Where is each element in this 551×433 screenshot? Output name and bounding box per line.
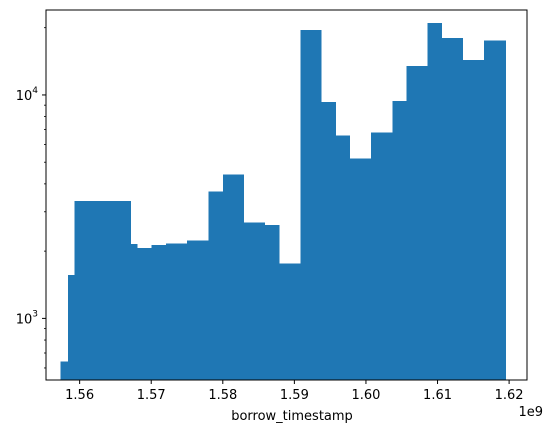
histogram-bar xyxy=(187,240,209,380)
x-tick-label: 1.57 xyxy=(137,388,166,403)
x-tick-label: 1.58 xyxy=(208,388,237,403)
histogram-bar xyxy=(74,201,89,380)
x-tick-label: 1.59 xyxy=(280,388,309,403)
x-axis: 1.56 1.57 1.58 1.59 1.60 1.61 1.62 xyxy=(65,380,524,403)
histogram-bar xyxy=(88,201,131,380)
x-tick-label: 1.56 xyxy=(65,388,94,403)
histogram-bar xyxy=(137,247,152,380)
histogram-bar xyxy=(427,22,442,381)
y-tick-label: 104 xyxy=(16,86,39,104)
histogram-bar xyxy=(441,37,463,381)
histogram-bar xyxy=(243,222,266,380)
histogram-bar xyxy=(300,30,322,380)
y-tick-label: 103 xyxy=(16,309,38,327)
histogram-bar xyxy=(370,132,393,380)
histogram-bar xyxy=(151,245,166,380)
histogram-bar xyxy=(321,101,336,380)
x-axis-label: borrow_timestamp xyxy=(231,409,353,424)
histogram-bar xyxy=(392,100,407,381)
histogram-bar xyxy=(265,224,280,380)
histogram-bar xyxy=(484,40,506,381)
x-tick-label: 1.60 xyxy=(351,388,380,403)
x-tick-label: 1.61 xyxy=(423,388,452,403)
histogram-bar xyxy=(60,361,68,380)
histogram-bar xyxy=(222,174,244,380)
histogram-bar xyxy=(349,158,371,380)
x-tick-label: 1.62 xyxy=(495,388,524,403)
plot-frame xyxy=(45,9,528,381)
bars-group xyxy=(60,22,506,381)
histogram-bar xyxy=(335,135,350,380)
histogram-bar xyxy=(279,263,301,380)
histogram-bar xyxy=(165,243,188,380)
histogram-bar xyxy=(406,65,428,381)
histogram-bar xyxy=(208,191,223,380)
y-axis: 103 104 xyxy=(16,86,46,327)
x-axis-offset-label: 1e9 xyxy=(518,405,543,420)
histogram-bar xyxy=(130,244,138,380)
histogram-bar xyxy=(462,60,485,380)
histogram-bar xyxy=(67,275,75,380)
